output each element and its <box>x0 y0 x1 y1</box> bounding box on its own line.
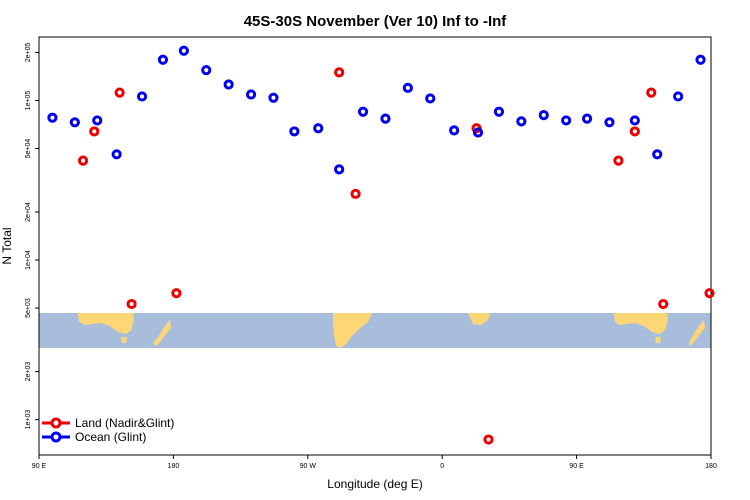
land-point <box>171 288 182 299</box>
ocean-point <box>178 45 189 56</box>
ocean-point <box>289 126 300 137</box>
ocean-point <box>629 115 640 126</box>
ocean-point <box>245 89 257 100</box>
ocean-point <box>402 82 413 93</box>
x-tick-label: 180 <box>168 463 180 470</box>
land-point <box>613 155 624 166</box>
x-tick-label: 90 W <box>300 463 317 470</box>
map-land-australia-2 <box>614 313 668 334</box>
chart-title: 45S-30S November (Ver 10) Inf to -Inf <box>244 13 508 30</box>
legend-label-land: Land (Nadir&Glint) <box>75 416 174 430</box>
map-land-tasmania <box>121 337 127 343</box>
y-tick-label: 1e+05 <box>25 91 32 111</box>
ocean-point <box>111 149 122 160</box>
y-tick-label: 2e+04 <box>25 202 32 222</box>
map-land-tasmania-2 <box>655 337 661 343</box>
land-point <box>350 188 361 199</box>
map-land-australia <box>78 313 134 334</box>
land-point <box>646 87 657 98</box>
map-band <box>39 313 711 348</box>
y-axis-title: N Total <box>0 227 14 264</box>
y-tick-label: 5e+03 <box>25 298 32 318</box>
ocean-point <box>357 106 369 117</box>
land-point <box>658 298 669 310</box>
ocean-point <box>472 127 484 138</box>
legend-swatch-marker-land <box>50 417 62 429</box>
legend-label-ocean: Ocean (Glint) <box>75 430 146 444</box>
x-tick-label: 180 <box>705 463 717 470</box>
ocean-point <box>47 112 58 123</box>
legend: Land (Nadir&Glint) Ocean (Glint) <box>42 416 174 444</box>
ocean-point <box>157 54 169 65</box>
ocean-point <box>581 113 593 124</box>
ocean-point <box>449 125 460 136</box>
x-axis: 90 E 180 90 W 0 90 E 180 <box>32 455 717 470</box>
ocean-point <box>561 115 572 126</box>
ocean-point <box>652 149 663 160</box>
y-tick-label: 5e+04 <box>25 139 32 159</box>
plot-frame <box>38 36 712 456</box>
ocean-point <box>92 115 103 126</box>
y-tick-label: 2e+03 <box>25 362 32 382</box>
ocean-point <box>516 116 527 127</box>
y-axis: 1e+03 2e+03 5e+03 1e+04 2e+04 5e+04 1e+05 2e+05 <box>25 43 39 430</box>
ocean-point <box>69 117 80 128</box>
land-point <box>629 126 640 137</box>
land-point <box>704 288 715 299</box>
land-point <box>77 155 89 166</box>
land-point <box>126 298 137 310</box>
ocean-point <box>201 65 212 76</box>
map-land-africa <box>468 313 490 325</box>
x-axis-title: Longitude (deg E) <box>327 477 422 491</box>
ocean-point <box>334 164 345 175</box>
legend-swatch-marker-ocean <box>50 431 62 443</box>
ocean-point <box>493 106 505 117</box>
ocean-point <box>313 123 324 134</box>
map-ocean <box>39 313 711 348</box>
map-land-new-zealand-2 <box>689 320 705 346</box>
ocean-point <box>223 79 234 90</box>
y-tick-label: 1e+04 <box>25 250 32 270</box>
map-land-new-zealand <box>153 320 171 346</box>
ocean-point <box>673 91 684 102</box>
x-tick-label: 90 E <box>569 463 584 470</box>
ocean-point <box>538 109 549 121</box>
ocean-point <box>268 92 279 103</box>
ocean-point <box>380 113 391 124</box>
ocean-point <box>695 54 706 65</box>
x-tick-label: 90 E <box>32 463 47 470</box>
land-point <box>334 67 345 78</box>
land-point <box>114 87 125 98</box>
ocean-point <box>604 117 615 128</box>
land-point <box>483 434 494 445</box>
y-tick-label: 2e+05 <box>25 43 32 63</box>
ocean-point <box>136 91 148 102</box>
x-tick-label: 0 <box>440 463 444 470</box>
ocean-point <box>425 93 436 104</box>
map-land-south-america <box>333 313 372 348</box>
data-points <box>47 45 715 445</box>
land-point <box>89 126 100 137</box>
y-tick-label: 1e+03 <box>25 410 32 430</box>
